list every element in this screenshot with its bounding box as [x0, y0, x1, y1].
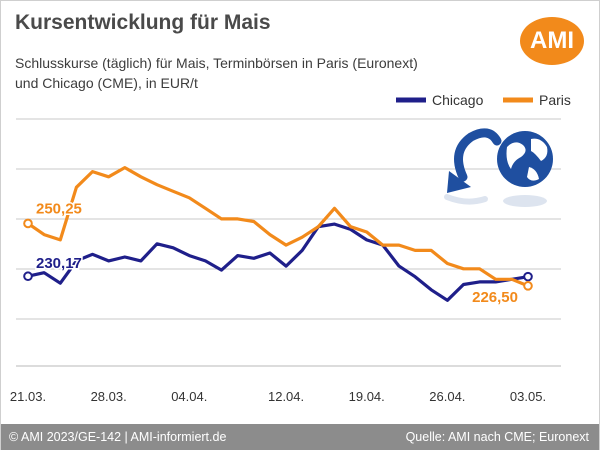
- data-label: 230,17: [36, 255, 82, 272]
- point-paris: [523, 281, 533, 291]
- footer-source: Quelle: AMI nach CME; Euronext: [405, 430, 589, 444]
- subtitle-line-2: und Chicago (CME), in EUR/t: [15, 75, 198, 91]
- x-tick-label: 03.05.: [510, 389, 546, 404]
- chart-subtitle: Schlusskurse (täglich) für Mais, Terminb…: [15, 53, 445, 93]
- series-line-paris: [26, 166, 530, 288]
- chart-title: Kursentwicklung für Mais: [15, 11, 271, 34]
- data-label: 226,50: [472, 289, 518, 306]
- x-tick-label: 26.04.: [429, 389, 465, 404]
- footer-copyright: © AMI 2023/GE-142 | AMI-informiert.de: [9, 430, 227, 444]
- legend-label-chicago: Chicago: [432, 92, 484, 108]
- x-tick-label: 19.04.: [349, 389, 385, 404]
- point-chicago: [23, 271, 33, 282]
- subtitle-line-1: Schlusskurse (täglich) für Mais, Terminb…: [15, 55, 418, 71]
- x-tick-label: 21.03.: [10, 389, 46, 404]
- x-tick-label: 28.03.: [91, 389, 127, 404]
- legend-label-paris: Paris: [539, 92, 571, 108]
- point-chicago: [523, 271, 533, 282]
- x-tick-label: 04.04.: [171, 389, 207, 404]
- footer-bar: © AMI 2023/GE-142 | AMI-informiert.de Qu…: [1, 424, 599, 450]
- x-tick-label: 12.04.: [268, 389, 304, 404]
- globe-icon: [497, 131, 553, 207]
- series-line-chicago: [26, 222, 530, 302]
- point-paris: [23, 218, 33, 229]
- line-chart: 21.03. 28.03. 04.04. 12.04. 19.04. 26.04. 03.0…: [10, 92, 571, 404]
- data-label: 250,25: [36, 200, 82, 217]
- chart-arrow-icon: [444, 128, 502, 205]
- ami-logo: AMI: [520, 17, 584, 65]
